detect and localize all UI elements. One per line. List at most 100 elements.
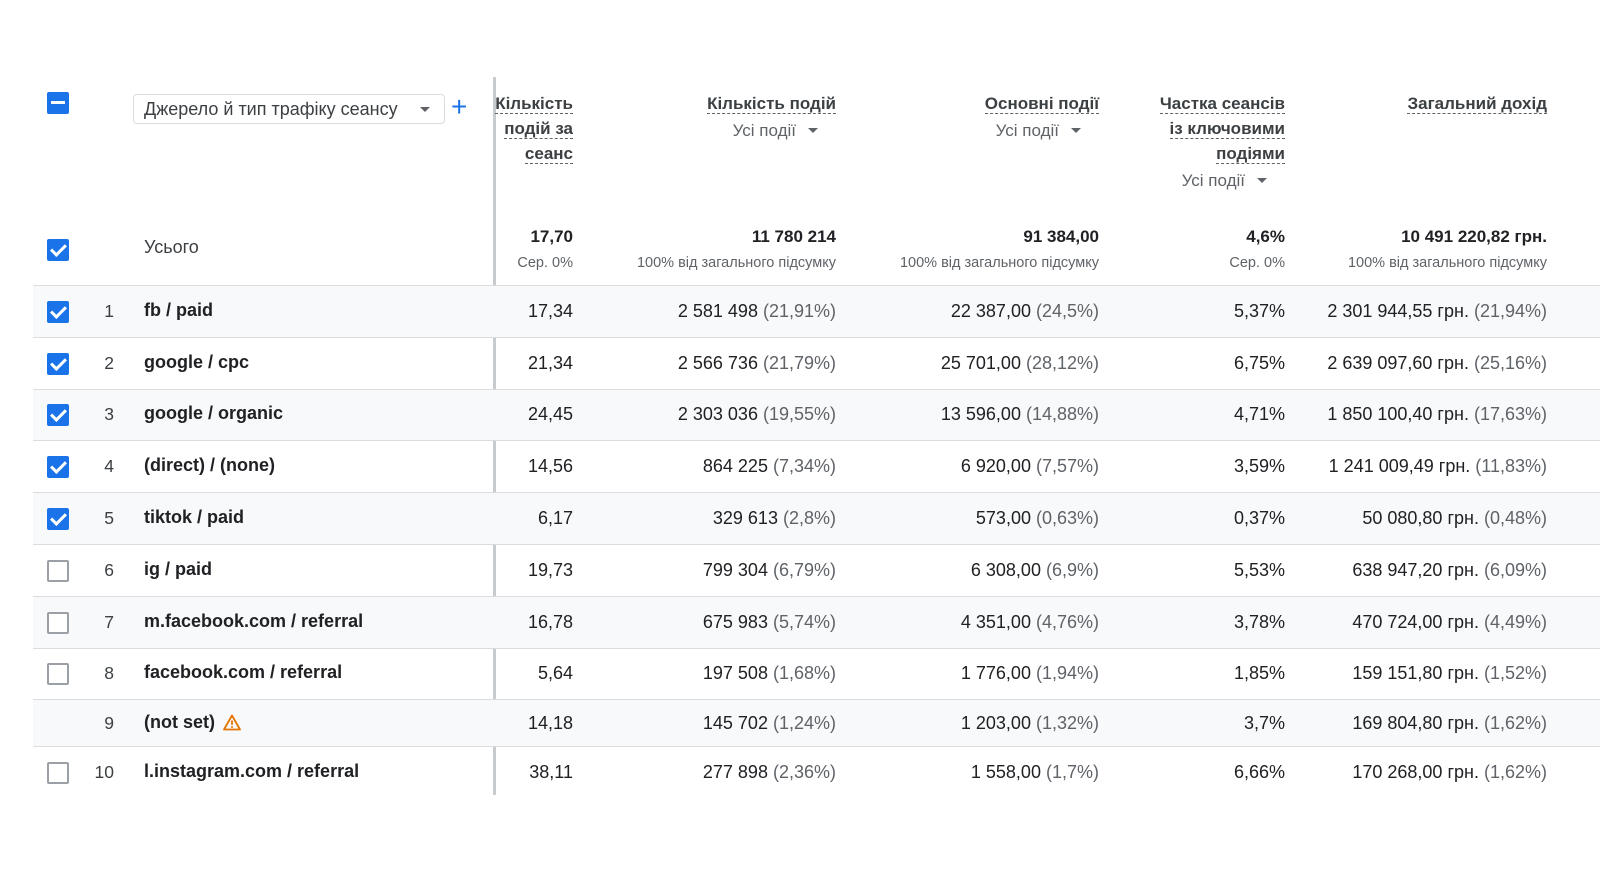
cell-value: 24,45 bbox=[527, 404, 573, 425]
cell-value: 5,53% bbox=[1233, 559, 1285, 580]
cell-events-per-session: 14,56 bbox=[528, 456, 573, 477]
row-checkbox[interactable] bbox=[47, 456, 69, 479]
cell-event-count: 197 508 (1,68%) bbox=[703, 663, 836, 684]
column-header-event-count[interactable]: Кількість подій Усі події bbox=[707, 91, 836, 143]
cell-key-events: 1 203,00 (1,32%) bbox=[961, 713, 1099, 734]
cell-events-per-session: 14,18 bbox=[528, 713, 573, 734]
row-checkbox[interactable] bbox=[47, 762, 69, 785]
total-share: Сер. 0% bbox=[1229, 255, 1285, 271]
row-dimension-value: google / organic bbox=[144, 403, 283, 424]
cell-event-count: 2 566 736 (21,79%) bbox=[678, 353, 836, 374]
total-share: 100% від загального підсумку bbox=[1347, 255, 1547, 271]
table-row[interactable]: 3 google / organic 24,45 2 303 036 (19,55%)… bbox=[33, 388, 1600, 441]
row-number: 3 bbox=[104, 404, 114, 425]
cell-total-revenue: 1 850 100,40 грн. (17,63%) bbox=[1327, 404, 1547, 425]
total-value: 91 384,00 bbox=[1023, 227, 1099, 246]
cell-value: 25 701,00 bbox=[940, 352, 1021, 373]
column-header-key-events[interactable]: Основні події Усі події bbox=[984, 91, 1099, 143]
row-dimension-value: tiktok / paid bbox=[144, 507, 244, 528]
row-number: 1 bbox=[104, 300, 114, 321]
cell-event-count: 864 225 (7,34%) bbox=[703, 456, 836, 477]
event-filter-dropdown[interactable]: Усі події bbox=[1160, 168, 1267, 193]
add-dimension-button[interactable]: + bbox=[451, 91, 468, 122]
dimension-select[interactable]: Джерело й тип трафіку сеансу bbox=[133, 94, 445, 124]
totals-row: Усього 17,70 Сер. 0% 11 780 214 100% від за… bbox=[33, 217, 1600, 285]
warning-icon[interactable] bbox=[223, 714, 241, 731]
table-row[interactable]: 9 (not set) 14,18 145 702 (1,24%) 1 203,00 (… bbox=[33, 699, 1600, 747]
event-filter-dropdown[interactable]: Усі події bbox=[985, 118, 1081, 143]
cell-value: 1 203,00 bbox=[960, 712, 1031, 733]
total-share: Сер. 0% bbox=[517, 255, 573, 271]
cell-total-revenue: 470 724,00 грн. (4,49%) bbox=[1352, 612, 1547, 633]
row-checkbox[interactable] bbox=[47, 300, 69, 323]
cell-value: 0,37% bbox=[1233, 508, 1285, 529]
row-checkbox[interactable] bbox=[47, 352, 69, 375]
event-filter-label: Усі події bbox=[1181, 171, 1245, 190]
cell-key-events: 1 558,00 (1,7%) bbox=[971, 762, 1099, 783]
cell-share: (1,62%) bbox=[1478, 712, 1547, 733]
row-number: 7 bbox=[104, 611, 114, 632]
cell-value: 21,34 bbox=[527, 352, 573, 373]
cell-key-events: 22 387,00 (24,5%) bbox=[951, 301, 1099, 322]
row-dimension-value: m.facebook.com / referral bbox=[144, 611, 363, 632]
cell-key-event-rate: 4,71% bbox=[1234, 404, 1285, 425]
column-header-key-event-rate[interactable]: Частка сеансів із ключовими подіями Усі под… bbox=[1159, 91, 1285, 193]
cell-value: 14,56 bbox=[527, 456, 573, 477]
cell-share: (11,83%) bbox=[1470, 456, 1547, 477]
row-checkbox[interactable] bbox=[47, 404, 69, 427]
cell-value: 17,34 bbox=[527, 300, 573, 321]
cell-value: 170 268,00 грн. bbox=[1352, 762, 1479, 783]
table-row[interactable]: 1 fb / paid 17,34 2 581 498 (21,91%) 22 387,… bbox=[33, 285, 1600, 337]
cell-value: 13 596,00 bbox=[940, 404, 1021, 425]
cell-value: 2 581 498 bbox=[677, 300, 758, 321]
row-checkbox[interactable] bbox=[47, 508, 69, 531]
cell-value: 1 241 009,49 грн. bbox=[1328, 456, 1471, 477]
cell-share: (21,79%) bbox=[757, 352, 836, 373]
total-event-count: 11 780 214 100% від загального підсумку bbox=[637, 227, 836, 271]
row-checkbox[interactable] bbox=[47, 611, 69, 634]
table-row[interactable]: 5 tiktok / paid 6,17 329 613 (2,8%) 573,00 (… bbox=[33, 492, 1600, 544]
cell-share: (14,88%) bbox=[1020, 404, 1099, 425]
cell-share: (6,79%) bbox=[767, 559, 836, 580]
table-row[interactable]: 10 l.instagram.com / referral 38,11 277 898… bbox=[33, 746, 1600, 798]
table-row[interactable]: 8 facebook.com / referral 5,64 197 508 (1,6… bbox=[33, 647, 1600, 700]
cell-key-events: 13 596,00 (14,88%) bbox=[941, 404, 1099, 425]
row-number: 10 bbox=[94, 762, 114, 783]
row-number: 5 bbox=[104, 508, 114, 529]
totals-label: Усього bbox=[144, 237, 199, 257]
cell-key-event-rate: 1,85% bbox=[1234, 663, 1285, 684]
total-events-per-session: 17,70 Сер. 0% bbox=[517, 227, 573, 271]
row-label: fb / paid bbox=[144, 299, 213, 320]
column-header-events-per-session[interactable]: Кількість подій за сеанс bbox=[495, 91, 573, 166]
row-number: 4 bbox=[104, 456, 114, 477]
table-row[interactable]: 2 google / cpc 21,34 2 566 736 (21,79%) 25 7… bbox=[33, 336, 1600, 389]
row-checkbox[interactable] bbox=[47, 559, 69, 582]
report-table: Джерело й тип трафіку сеансу + Кількість… bbox=[33, 77, 1600, 798]
cell-share: (1,94%) bbox=[1030, 663, 1099, 684]
column-title: Кількість подій bbox=[707, 94, 836, 114]
row-dimension-value: ig / paid bbox=[144, 559, 212, 580]
cell-total-revenue: 169 804,80 грн. (1,62%) bbox=[1352, 713, 1547, 734]
cell-key-events: 6 920,00 (7,57%) bbox=[961, 456, 1099, 477]
table-row[interactable]: 6 ig / paid 19,73 799 304 (6,79%) 6 308,00 (… bbox=[33, 543, 1600, 596]
row-dimension-value: facebook.com / referral bbox=[144, 662, 342, 683]
row-checkbox[interactable] bbox=[47, 663, 69, 686]
select-all-checkbox[interactable] bbox=[47, 92, 69, 114]
cell-key-events: 573,00 (0,63%) bbox=[976, 508, 1099, 529]
column-header-total-revenue[interactable]: Загальний дохід bbox=[1407, 91, 1547, 116]
cell-value: 5,64 bbox=[537, 663, 573, 684]
cell-share: (1,68%) bbox=[767, 663, 836, 684]
cell-value: 675 983 bbox=[702, 611, 768, 632]
totals-checkbox[interactable] bbox=[47, 239, 69, 261]
cell-events-per-session: 19,73 bbox=[528, 560, 573, 581]
cell-key-events: 4 351,00 (4,76%) bbox=[961, 612, 1099, 633]
table-row[interactable]: 7 m.facebook.com / referral 16,78 675 983 (… bbox=[33, 595, 1600, 648]
event-filter-dropdown[interactable]: Усі події bbox=[707, 118, 818, 143]
total-value: 10 491 220,82 грн. bbox=[1401, 227, 1547, 246]
table-row[interactable]: 4 (direct) / (none) 14,56 864 225 (7,34%) 6 … bbox=[33, 440, 1600, 492]
cell-key-event-rate: 5,37% bbox=[1234, 301, 1285, 322]
cell-value: 329 613 bbox=[712, 508, 778, 529]
cell-value: 197 508 bbox=[702, 663, 768, 684]
column-title: сеанс bbox=[524, 144, 573, 164]
total-total-revenue: 10 491 220,82 грн. 100% від загального пі… bbox=[1348, 227, 1547, 271]
